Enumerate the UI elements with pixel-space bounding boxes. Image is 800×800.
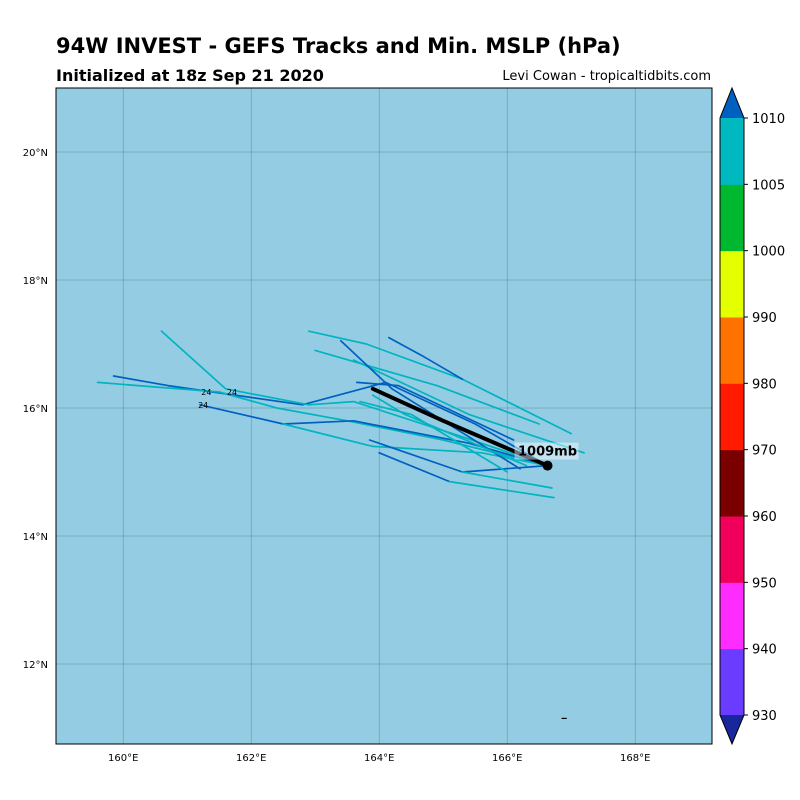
y-tick-label: 16°N bbox=[23, 404, 48, 415]
colorbar-level-label: 980 bbox=[752, 377, 777, 392]
ensemble-track-line bbox=[112, 375, 549, 467]
colorbar-over-arrow bbox=[720, 88, 744, 118]
ensemble-track-line bbox=[461, 471, 553, 489]
x-tick-label: 166°E bbox=[492, 753, 522, 764]
map-frame bbox=[55, 87, 713, 745]
colorbar-segment bbox=[720, 383, 744, 451]
ocean-background bbox=[56, 88, 712, 744]
ensemble-track-line bbox=[352, 359, 585, 454]
ensemble-track-line bbox=[448, 480, 555, 499]
mslp-label-background bbox=[514, 442, 579, 460]
forecast-hour-label: 24 bbox=[227, 388, 237, 397]
ensemble-track-line bbox=[378, 451, 451, 483]
colorbar-level-label: 1000 bbox=[752, 245, 785, 260]
colorbar: 930 940 950 960 970 980 990 1000 1005 1010 bbox=[719, 86, 785, 746]
colorbar-under-arrow bbox=[720, 715, 744, 744]
y-tick-label: 18°N bbox=[23, 276, 48, 287]
ensemble-track-line bbox=[371, 394, 528, 467]
ensemble-track-line bbox=[387, 336, 464, 381]
x-tick-label: 160°E bbox=[108, 753, 138, 764]
y-tick-label: 20°N bbox=[23, 148, 48, 159]
ensemble-track-line bbox=[359, 400, 509, 473]
x-tick-label: 164°E bbox=[364, 753, 394, 764]
colorbar-segment bbox=[720, 516, 744, 583]
colorbar-level-label: 990 bbox=[752, 311, 777, 326]
chart-subtitle: Initialized at 18z Sep 21 2020 bbox=[56, 66, 324, 85]
forecast-hour-label: 24 bbox=[198, 401, 208, 410]
colorbar-segment bbox=[720, 317, 744, 384]
ensemble-track-line bbox=[307, 330, 573, 435]
y-tick-label: 14°N bbox=[23, 532, 48, 543]
colorbar-level-label: 960 bbox=[752, 510, 777, 525]
colorbar-level-label: 970 bbox=[752, 444, 777, 459]
colorbar-level-label: 940 bbox=[752, 643, 777, 658]
colorbar-segment bbox=[720, 250, 744, 318]
ensemble-track-line bbox=[282, 423, 549, 467]
chart-title: 94W INVEST - GEFS Tracks and Min. MSLP (… bbox=[56, 34, 621, 58]
ensemble-track-line bbox=[355, 381, 515, 441]
colorbar-segment bbox=[720, 184, 744, 252]
colorbar-segment bbox=[720, 118, 744, 185]
min-mslp-label: 1009mb bbox=[518, 445, 577, 460]
colorbar-level-label: 1010 bbox=[752, 112, 785, 127]
current-position-marker bbox=[542, 460, 553, 471]
mean-track-line bbox=[370, 386, 550, 468]
forecast-hour-label: 24 bbox=[201, 388, 211, 397]
ensemble-track-line bbox=[339, 339, 521, 470]
colorbar-segment bbox=[720, 648, 744, 716]
credit-text: Levi Cowan - tropicaltidbits.com bbox=[502, 69, 711, 84]
colorbar-level-label: 950 bbox=[752, 576, 777, 591]
ensemble-track-line bbox=[314, 349, 541, 425]
x-tick-label: 168°E bbox=[620, 753, 650, 764]
colorbar-segment bbox=[720, 449, 744, 517]
y-tick-label: 12°N bbox=[23, 660, 48, 671]
colorbar-segment bbox=[720, 582, 744, 650]
colorbar-level-label: 930 bbox=[752, 709, 777, 724]
colorbar-level-label: 1005 bbox=[752, 178, 785, 193]
ensemble-track-line bbox=[199, 403, 549, 467]
x-tick-label: 162°E bbox=[236, 753, 266, 764]
